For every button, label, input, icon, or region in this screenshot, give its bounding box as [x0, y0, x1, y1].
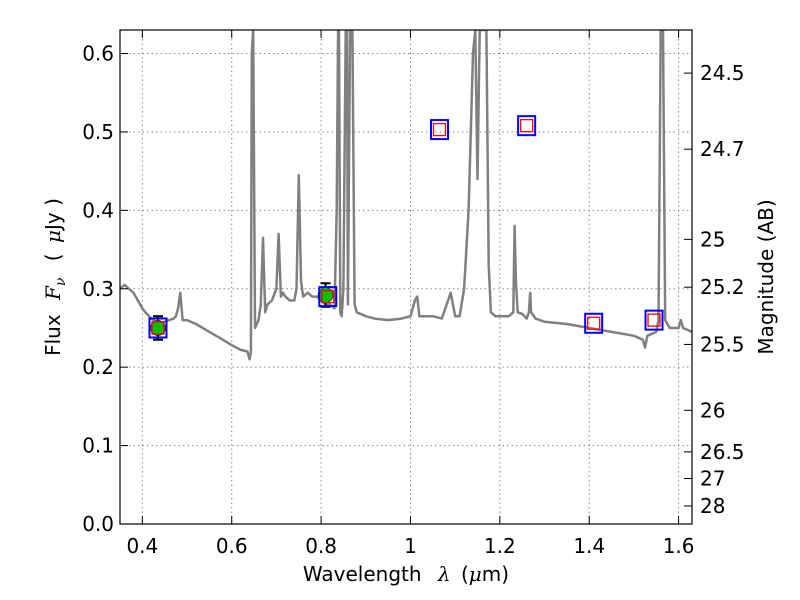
- y-tick-label: 0.0: [82, 512, 114, 536]
- model-band-box: [430, 119, 450, 141]
- model-band-box: [584, 312, 604, 334]
- x-tick-label: 0.4: [126, 534, 158, 558]
- y2-tick-label: 27: [700, 467, 725, 491]
- model-band-point: [151, 321, 165, 335]
- axis-ticks: 0.4 0.6 0.8 1 1.2 1.4 1.6 0.0 0.1 0.2 0.3 0.4 0.5 0.6…: [82, 30, 745, 558]
- y-tick-label: 0.4: [82, 198, 114, 222]
- y-tick-label: 0.5: [82, 120, 114, 144]
- y-axis-label: Flux Fν ( μJy ): [41, 198, 70, 356]
- grid-lines: [120, 30, 692, 525]
- y2-tick-label: 24.5: [700, 61, 745, 85]
- y2-tick-label: 25.2: [700, 275, 745, 299]
- y-tick-label: 0.6: [82, 42, 114, 66]
- x-axis-label-text: Wavelength: [303, 562, 422, 586]
- model-band-point: [587, 316, 601, 330]
- y-tick-label: 0.3: [82, 277, 114, 301]
- y2-tick-label: 28: [700, 494, 725, 518]
- y2-tick-label: 25: [700, 227, 725, 251]
- y-axis-unit-rest: Jy ): [41, 198, 65, 232]
- y-axis-unit-symbol: μ: [41, 230, 65, 243]
- observed-point: [150, 320, 166, 336]
- model-band-point: [647, 313, 661, 327]
- x-tick-label: 0.6: [216, 534, 248, 558]
- x-tick-label: 0.8: [305, 534, 337, 558]
- model-band-point: [432, 122, 447, 137]
- model-band-box: [318, 286, 338, 308]
- y2-tick-label: 26: [700, 398, 725, 422]
- model-band-box: [644, 309, 664, 331]
- x-axis-unit-symbol: μ: [469, 562, 482, 586]
- y2-tick-label: 25.5: [700, 332, 745, 356]
- y-tick-label: 0.1: [82, 434, 114, 458]
- y2-axis-label: Magnitude (AB): [754, 199, 778, 354]
- x-axis-label: Wavelength λ (μm): [303, 562, 509, 586]
- plot-frame: [119, 29, 693, 525]
- x-axis-unit-open: (: [461, 562, 469, 586]
- model-band-box: [517, 115, 537, 137]
- y-axis-unit-open: (: [41, 253, 65, 261]
- observed-point: [317, 287, 334, 303]
- y-axis-label-subscript: ν: [53, 277, 69, 286]
- x-tick-label: 1.4: [573, 534, 605, 558]
- x-axis-label-symbol: λ: [437, 562, 451, 586]
- y-axis-label-text: Flux: [41, 314, 65, 356]
- y-tick-label: 0.2: [82, 355, 114, 379]
- model-band-point: [321, 289, 335, 304]
- x-axis-unit-rest: m): [482, 562, 509, 586]
- y2-tick-label: 24.7: [700, 137, 745, 161]
- model-band-point: [520, 119, 534, 133]
- x-tick-label: 1: [404, 534, 417, 558]
- model-spectrum-line: [120, 30, 692, 361]
- plot-content: [120, 30, 692, 361]
- x-tick-label: 1.6: [663, 534, 695, 558]
- x-tick-label: 1.2: [484, 534, 516, 558]
- y2-tick-label: 26.5: [700, 440, 745, 464]
- model-band-box: [148, 317, 168, 339]
- y-axis-label-symbol: F: [41, 285, 65, 301]
